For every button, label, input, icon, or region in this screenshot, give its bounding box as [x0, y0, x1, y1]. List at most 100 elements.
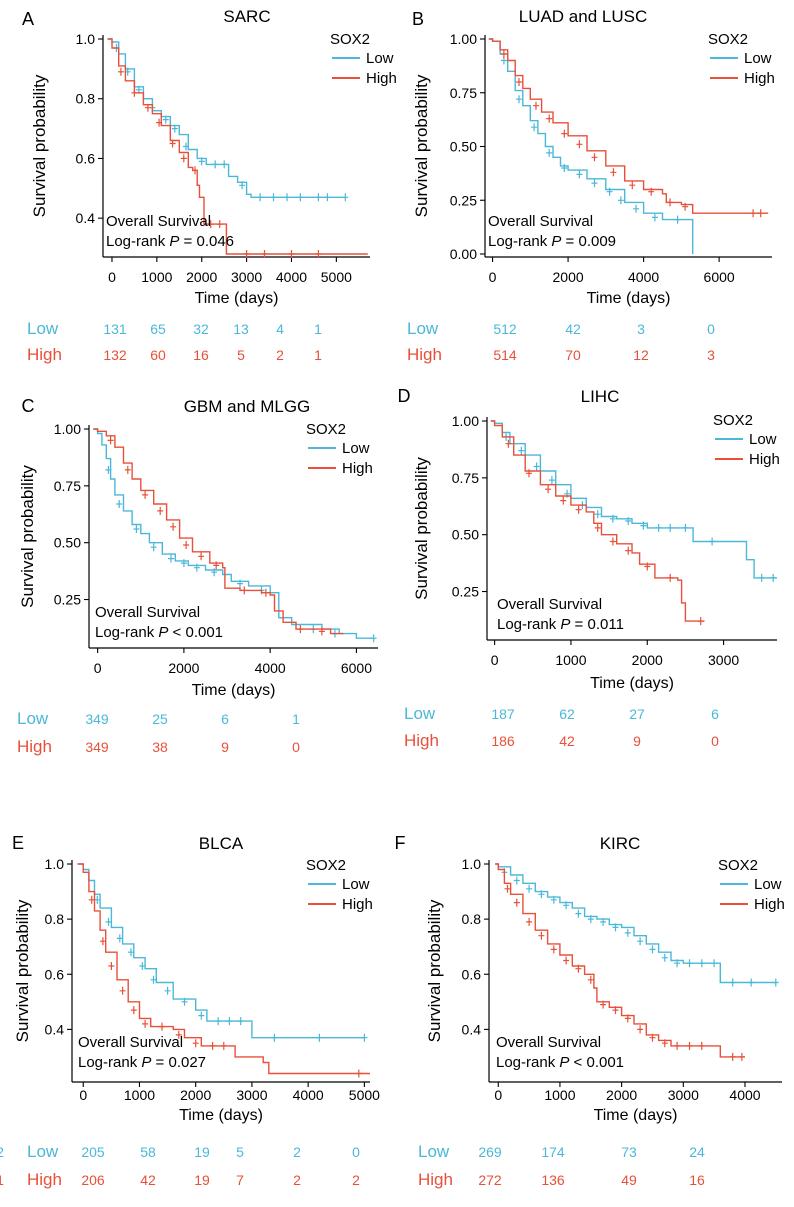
- risk-count-low: 269: [478, 1144, 502, 1160]
- censor-mark-high: [144, 103, 151, 112]
- censor-mark-low: [193, 563, 200, 572]
- x-axis-label: Time (days): [594, 1107, 678, 1124]
- risk-count-high: 49: [621, 1172, 637, 1188]
- censor-mark-high: [575, 964, 582, 973]
- risk-count-high: 1: [0, 1172, 4, 1188]
- annotation-logrank: Log-rank P = 0.011: [497, 616, 624, 633]
- censor-mark-low: [617, 196, 624, 205]
- legend-title: SOX2: [718, 857, 758, 874]
- risk-count-high: 5: [237, 347, 245, 363]
- censor-mark-high: [686, 1041, 693, 1050]
- censor-mark-high: [644, 562, 651, 571]
- risk-row-label-high: High: [418, 1170, 453, 1189]
- risk-count-high: 19: [194, 1172, 210, 1188]
- censor-mark-low: [315, 193, 322, 202]
- risk-count-low: 13: [233, 321, 249, 337]
- censor-mark-high: [624, 1014, 631, 1023]
- panel-e: E BLCA 0.4 0.6 0.8 1.0 0 1000 2000 3000 4000 5000 Ti…: [12, 833, 380, 1189]
- censor-mark-low: [561, 164, 568, 172]
- survival-curve-low: [77, 863, 365, 1039]
- censor-mark-high: [674, 1041, 681, 1050]
- censor-mark-low: [316, 1033, 323, 1042]
- censor-mark-low: [624, 928, 631, 937]
- censor-mark-high: [159, 1022, 165, 1031]
- y-axis-label: Survival probability: [412, 74, 431, 217]
- censor-mark-high: [315, 250, 322, 258]
- risk-row-label-low: Low: [407, 319, 439, 338]
- risk-count-high: 42: [140, 1172, 156, 1188]
- panel-letter: D: [398, 386, 411, 406]
- censor-mark-low: [297, 193, 304, 202]
- risk-count-low: 42: [565, 321, 581, 337]
- censor-mark-low: [198, 157, 205, 166]
- x-tick-label: 0: [79, 1087, 87, 1103]
- risk-count-high: 70: [565, 347, 581, 363]
- x-tick-label: 4000: [628, 269, 659, 285]
- censor-mark-high: [261, 250, 268, 258]
- legend-label-high: High: [744, 70, 775, 87]
- censor-mark-low: [150, 543, 157, 552]
- y-tick-label: 0.50: [452, 527, 479, 543]
- legend-label-low: Low: [754, 876, 782, 893]
- censor-mark-low: [575, 909, 582, 918]
- risk-count-high: 136: [541, 1172, 565, 1188]
- legend-title: SOX2: [306, 857, 346, 874]
- censor-mark-low: [711, 959, 718, 968]
- annotation-title: Overall Survival: [497, 596, 602, 613]
- x-tick-label: 0: [494, 1087, 502, 1103]
- risk-count-high: 272: [478, 1172, 502, 1188]
- censor-mark-high: [209, 1041, 216, 1050]
- censor-mark-low: [116, 500, 123, 508]
- censor-mark-low: [324, 193, 331, 202]
- censor-mark-high: [625, 546, 632, 555]
- censor-mark-low: [594, 510, 601, 519]
- censor-mark-low: [606, 187, 613, 196]
- censor-mark-low: [625, 517, 632, 525]
- censor-mark-low: [237, 1017, 244, 1026]
- risk-count-high: 2: [276, 347, 284, 363]
- censor-mark-low: [576, 170, 583, 179]
- legend-label-high: High: [749, 451, 780, 468]
- x-tick-label: 6000: [341, 660, 372, 676]
- risk-count-high: 349: [85, 739, 109, 755]
- censor-mark-low: [211, 568, 218, 577]
- censor-mark-high: [180, 154, 187, 163]
- x-axis-label: Time (days): [192, 682, 276, 699]
- annotation-logrank: Log-rank P = 0.009: [488, 233, 616, 250]
- survival-curve-high: [107, 38, 368, 255]
- y-tick-label: 0.4: [45, 1021, 65, 1037]
- censor-mark-high: [587, 975, 594, 984]
- censor-mark-high: [124, 465, 131, 474]
- panel-letter: E: [12, 833, 24, 853]
- censor-mark-high: [157, 506, 164, 515]
- censor-mark-low: [772, 978, 779, 987]
- censor-mark-high: [169, 139, 176, 148]
- censor-mark-high: [610, 168, 617, 177]
- censor-mark-high: [355, 1069, 362, 1078]
- censor-mark-low: [674, 959, 681, 968]
- legend-label-low: Low: [366, 50, 394, 67]
- censor-mark-high: [697, 617, 704, 626]
- risk-count-high: 60: [150, 347, 166, 363]
- censor-mark-low: [237, 579, 243, 588]
- legend-title: SOX2: [713, 412, 753, 429]
- panel-d: D LIHC 0.25 0.50 0.75 1.00 0 1000 2000 3000 Time (…: [398, 386, 780, 750]
- x-axis-label: Time (days): [195, 290, 279, 307]
- censor-mark-low: [609, 514, 616, 523]
- censor-mark-low: [94, 895, 101, 904]
- x-tick-label: 5000: [349, 1087, 380, 1103]
- survival-curve-low: [490, 420, 777, 579]
- x-tick-label: 0: [94, 660, 102, 676]
- risk-count-high: 7: [236, 1172, 244, 1188]
- legend-label-low: Low: [342, 440, 370, 457]
- x-tick-label: 4000: [729, 1087, 760, 1103]
- y-axis-label: Survival probability: [425, 899, 444, 1042]
- censor-mark-high: [216, 220, 223, 229]
- x-tick-label: 1000: [124, 1087, 155, 1103]
- censor-mark-low: [128, 948, 134, 957]
- risk-count-low: 73: [621, 1144, 637, 1160]
- annotation-title: Overall Survival: [106, 213, 211, 230]
- censor-mark-high: [220, 1041, 227, 1050]
- x-tick-label: 2000: [632, 652, 663, 668]
- legend-label-low: Low: [749, 431, 777, 448]
